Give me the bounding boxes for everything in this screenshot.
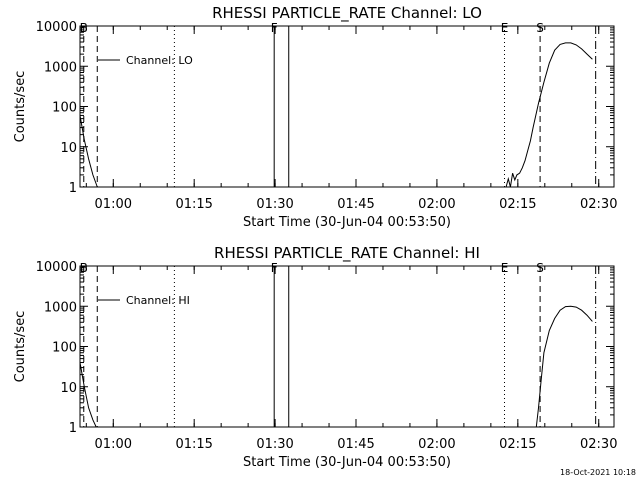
y-axis-label: Counts/sec xyxy=(13,311,28,383)
event-marker-label: F xyxy=(271,21,278,35)
event-marker-label: E xyxy=(501,21,509,35)
series-line-hi xyxy=(535,305,593,428)
event-marker-label: B xyxy=(80,21,88,35)
legend-label: Channel: LO xyxy=(126,54,193,67)
x-tick-label: 01:15 xyxy=(175,197,212,212)
x-axis-label: Start Time (30-Jun-04 00:53:50) xyxy=(243,455,451,470)
event-marker-label: E xyxy=(501,261,509,275)
x-tick-label: 01:00 xyxy=(95,437,132,452)
y-tick-label: 10000 xyxy=(36,20,77,35)
x-tick-label: 02:30 xyxy=(580,437,617,452)
y-tick-label: 100 xyxy=(52,341,77,356)
y-tick-label: 10000 xyxy=(36,260,77,275)
x-tick-label: 01:30 xyxy=(256,437,293,452)
x-axis-label: Start Time (30-Jun-04 00:53:50) xyxy=(243,215,451,230)
y-tick-label: 1000 xyxy=(44,300,77,315)
event-marker-label: B xyxy=(80,261,88,275)
y-tick-label: 10 xyxy=(60,141,77,156)
plot-frame xyxy=(79,25,615,188)
x-tick-label: 02:00 xyxy=(418,197,455,212)
y-tick-label: 10 xyxy=(60,381,77,396)
legend-label: Channel: HI xyxy=(126,294,190,307)
x-tick-label: 02:00 xyxy=(418,437,455,452)
event-marker-label: S xyxy=(536,21,544,35)
y-tick-label: 1 xyxy=(69,181,77,196)
chart-title: RHESSI PARTICLE_RATE Channel: LO xyxy=(212,4,482,23)
x-tick-label: 01:30 xyxy=(256,197,293,212)
event-marker-label: F xyxy=(271,261,278,275)
series-line-lo xyxy=(79,115,98,188)
series-line-hi xyxy=(79,362,97,428)
x-tick-label: 02:30 xyxy=(580,197,617,212)
x-tick-label: 01:00 xyxy=(95,197,132,212)
y-tick-label: 1 xyxy=(69,421,77,436)
y-axis-label: Counts/sec xyxy=(13,71,28,143)
chart-panel-2: RHESSI PARTICLE_RATE Channel: HI Counts/s… xyxy=(13,244,617,470)
x-tick-label: 01:15 xyxy=(175,437,212,452)
plot-frame xyxy=(79,265,615,428)
x-tick-label: 01:45 xyxy=(337,197,374,212)
chart-panel-1: RHESSI PARTICLE_RATE Channel: LO Counts/s… xyxy=(13,4,617,230)
x-tick-label: 02:15 xyxy=(499,437,536,452)
event-marker-label: S xyxy=(536,261,544,275)
generated-timestamp: 18-Oct-2021 10:18 xyxy=(560,468,636,477)
chart-title: RHESSI PARTICLE_RATE Channel: HI xyxy=(214,244,480,263)
y-tick-label: 1000 xyxy=(44,60,77,75)
y-tick-label: 100 xyxy=(52,101,77,116)
x-tick-label: 02:15 xyxy=(499,197,536,212)
series-line-lo xyxy=(505,42,593,188)
x-tick-label: 01:45 xyxy=(337,437,374,452)
